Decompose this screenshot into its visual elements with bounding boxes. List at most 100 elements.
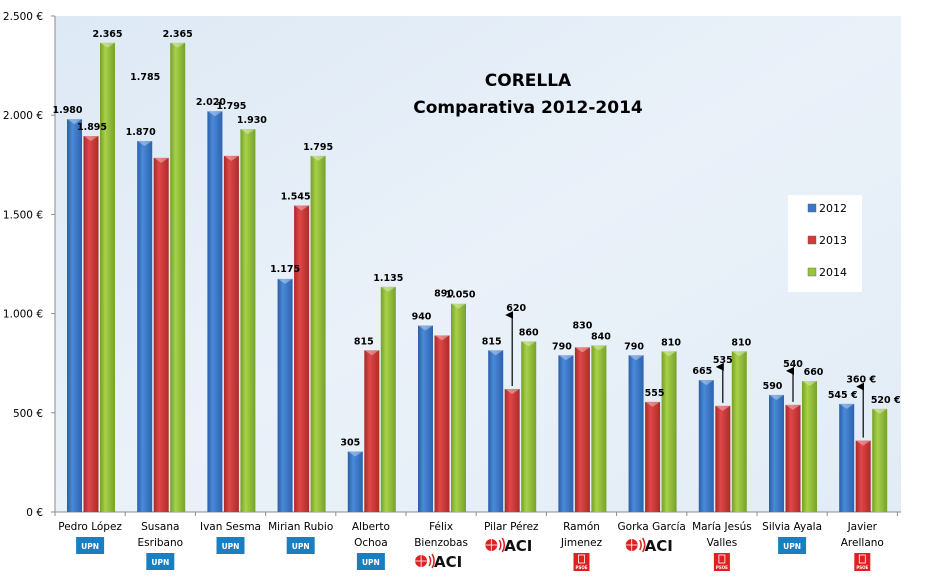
bar-bevel bbox=[240, 129, 256, 135]
bar-bevel bbox=[170, 42, 186, 48]
category-label: Esribano bbox=[138, 537, 184, 549]
data-label-2013: 360 € bbox=[846, 375, 876, 386]
bar-2014 bbox=[872, 408, 888, 512]
y-tick-label: 2.500 € bbox=[3, 11, 43, 23]
bar-bevel bbox=[645, 401, 661, 407]
category-label: Ramón bbox=[563, 521, 600, 533]
y-tick-label: 500 € bbox=[13, 408, 43, 420]
aci-logo-wave bbox=[642, 537, 646, 553]
data-label-2014: 810 bbox=[661, 337, 681, 348]
data-label-2012: 2.020 bbox=[196, 97, 226, 108]
psoe-logo-fist bbox=[578, 554, 585, 564]
bar-bevel bbox=[872, 408, 888, 414]
chart-title: CORELLA bbox=[485, 71, 572, 91]
aci-logo-icon: ACI bbox=[625, 537, 673, 555]
y-tick-label: 1.500 € bbox=[3, 209, 43, 221]
bar-bevel bbox=[137, 140, 153, 146]
aci-logo-text: ACI bbox=[434, 553, 462, 571]
category-label: María Jesús bbox=[692, 521, 752, 533]
category-label-group: Félix Bienzobas ACI bbox=[414, 521, 468, 571]
data-label-2013: 535 bbox=[713, 355, 733, 366]
bar-bevel bbox=[802, 381, 817, 387]
upn-logo-icon: UPN bbox=[356, 553, 385, 570]
bar-2012 bbox=[488, 350, 504, 512]
psoe-logo-icon: PSOE bbox=[573, 553, 590, 571]
bar-2014 bbox=[170, 42, 186, 513]
data-label-2013: 890 bbox=[434, 288, 454, 299]
upn-logo-text: UPN bbox=[222, 542, 240, 551]
category-label: Bienzobas bbox=[414, 537, 468, 549]
data-label-2014: 660 bbox=[804, 367, 824, 378]
psoe-logo-text: PSOE bbox=[856, 565, 868, 570]
bar-2012 bbox=[207, 111, 223, 513]
upn-logo-text: UPN bbox=[81, 542, 99, 551]
bar-2013 bbox=[645, 401, 661, 512]
data-label-2014: 1.050 bbox=[445, 290, 475, 301]
bar-2013 bbox=[364, 350, 380, 512]
aci-logo-text: ACI bbox=[504, 537, 532, 555]
bar-2014 bbox=[100, 42, 115, 513]
psoe-logo-fist bbox=[858, 554, 866, 564]
data-label-2012: 815 bbox=[482, 336, 502, 347]
bar-2013 bbox=[785, 404, 801, 512]
bar-bevel bbox=[839, 403, 855, 409]
bar-bevel bbox=[67, 119, 82, 125]
category-label: Pilar Pérez bbox=[484, 521, 539, 533]
bar-2013 bbox=[153, 157, 169, 512]
bar-bevel bbox=[310, 155, 326, 161]
legend-swatch-2014 bbox=[807, 267, 817, 277]
x-axis bbox=[54, 511, 901, 516]
bar-2013 bbox=[83, 136, 99, 513]
bar-bevel bbox=[83, 136, 99, 142]
aci-logo-icon: ACI bbox=[415, 553, 462, 571]
aci-logo-icon: ACI bbox=[485, 537, 532, 555]
upn-logo-bg bbox=[216, 537, 245, 554]
bar-bevel bbox=[207, 111, 223, 117]
bar-bevel bbox=[504, 388, 520, 394]
psoe-logo-bg bbox=[854, 553, 871, 571]
data-label-2014: 2.365 bbox=[92, 29, 122, 40]
data-label-2014: 860 bbox=[519, 327, 539, 338]
psoe-logo-bg bbox=[573, 553, 590, 571]
data-label-2014: 1.795 bbox=[303, 142, 333, 153]
upn-logo-bg bbox=[778, 537, 807, 554]
aci-logo-wave bbox=[431, 553, 435, 569]
category-label: Valles bbox=[707, 537, 738, 549]
data-label-2013: 1.795 bbox=[216, 101, 246, 112]
upn-logo-bg bbox=[76, 537, 105, 554]
category-label-group: María Jesús Valles PSOE bbox=[692, 521, 752, 571]
bar-2013 bbox=[855, 440, 871, 512]
bar-bevel bbox=[731, 351, 747, 357]
category-label: Silvia Ayala bbox=[762, 521, 822, 533]
legend: 2012 2013 2014 bbox=[788, 195, 862, 292]
bar-bevel bbox=[418, 325, 433, 331]
data-label-2013: 815 bbox=[354, 336, 374, 347]
data-label-2014: 840 bbox=[591, 331, 611, 342]
data-label-2012: 545 € bbox=[828, 390, 858, 401]
data-label-2014: 2.365 bbox=[163, 29, 193, 40]
data-label-2013: 1.545 bbox=[281, 191, 311, 202]
bar-2013 bbox=[434, 335, 450, 512]
bar-bevel bbox=[855, 440, 871, 446]
bar-bevel bbox=[364, 350, 380, 356]
arrows-layer bbox=[505, 310, 865, 438]
data-label-2012: 940 bbox=[412, 312, 432, 323]
upn-logo-text: UPN bbox=[292, 542, 310, 551]
bar-bevel bbox=[521, 341, 537, 347]
category-label-group: Javier Arellano PSOE bbox=[841, 521, 884, 571]
bar-bevel bbox=[769, 394, 784, 400]
upn-logo-icon: UPN bbox=[146, 553, 175, 570]
bar-2012 bbox=[418, 325, 433, 512]
data-label-2012: 1.175 bbox=[270, 264, 300, 275]
upn-logo-bg bbox=[146, 553, 175, 570]
psoe-logo-bg bbox=[713, 553, 730, 571]
category-label-group: Mirian Rubio UPN bbox=[268, 521, 333, 554]
bar-bevel bbox=[434, 335, 450, 341]
psoe-logo-icon: PSOE bbox=[854, 553, 871, 571]
category-label-group: Ramón Jimenez PSOE bbox=[560, 521, 603, 571]
category-label: Ochoa bbox=[354, 537, 388, 549]
bar-2014 bbox=[802, 381, 817, 512]
category-label: Pedro López bbox=[58, 521, 122, 533]
data-label-2012: 790 bbox=[552, 341, 572, 352]
bar-2014 bbox=[380, 286, 396, 512]
